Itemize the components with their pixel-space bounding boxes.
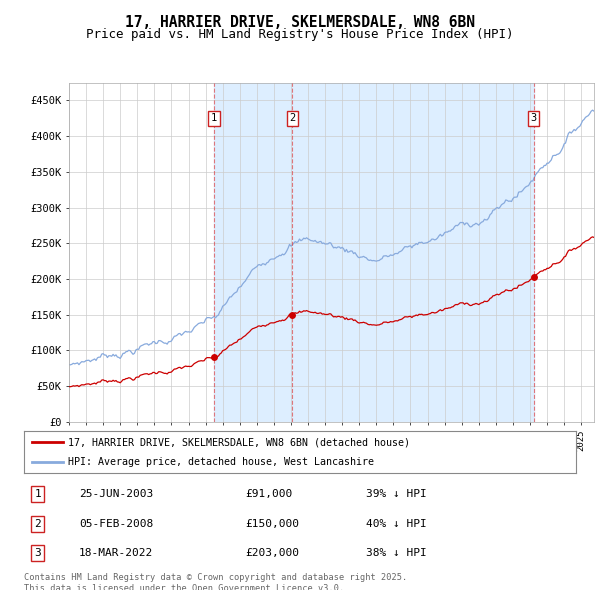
Text: £91,000: £91,000 xyxy=(245,489,292,499)
Text: 05-FEB-2008: 05-FEB-2008 xyxy=(79,519,154,529)
Text: Contains HM Land Registry data © Crown copyright and database right 2025.
This d: Contains HM Land Registry data © Crown c… xyxy=(24,573,407,590)
Text: 40% ↓ HPI: 40% ↓ HPI xyxy=(366,519,427,529)
Text: 1: 1 xyxy=(34,489,41,499)
Bar xyxy=(214,83,292,422)
Text: 2: 2 xyxy=(289,113,296,123)
Text: £203,000: £203,000 xyxy=(245,548,299,558)
Bar xyxy=(292,83,533,422)
Text: 18-MAR-2022: 18-MAR-2022 xyxy=(79,548,154,558)
Text: £150,000: £150,000 xyxy=(245,519,299,529)
Text: 3: 3 xyxy=(530,113,536,123)
Text: Price paid vs. HM Land Registry's House Price Index (HPI): Price paid vs. HM Land Registry's House … xyxy=(86,28,514,41)
Text: 2: 2 xyxy=(34,519,41,529)
Text: 1: 1 xyxy=(211,113,217,123)
Text: 39% ↓ HPI: 39% ↓ HPI xyxy=(366,489,427,499)
Text: 38% ↓ HPI: 38% ↓ HPI xyxy=(366,548,427,558)
Text: 17, HARRIER DRIVE, SKELMERSDALE, WN8 6BN (detached house): 17, HARRIER DRIVE, SKELMERSDALE, WN8 6BN… xyxy=(68,437,410,447)
Text: 3: 3 xyxy=(34,548,41,558)
Text: HPI: Average price, detached house, West Lancashire: HPI: Average price, detached house, West… xyxy=(68,457,374,467)
Text: 17, HARRIER DRIVE, SKELMERSDALE, WN8 6BN: 17, HARRIER DRIVE, SKELMERSDALE, WN8 6BN xyxy=(125,15,475,30)
Text: 25-JUN-2003: 25-JUN-2003 xyxy=(79,489,154,499)
